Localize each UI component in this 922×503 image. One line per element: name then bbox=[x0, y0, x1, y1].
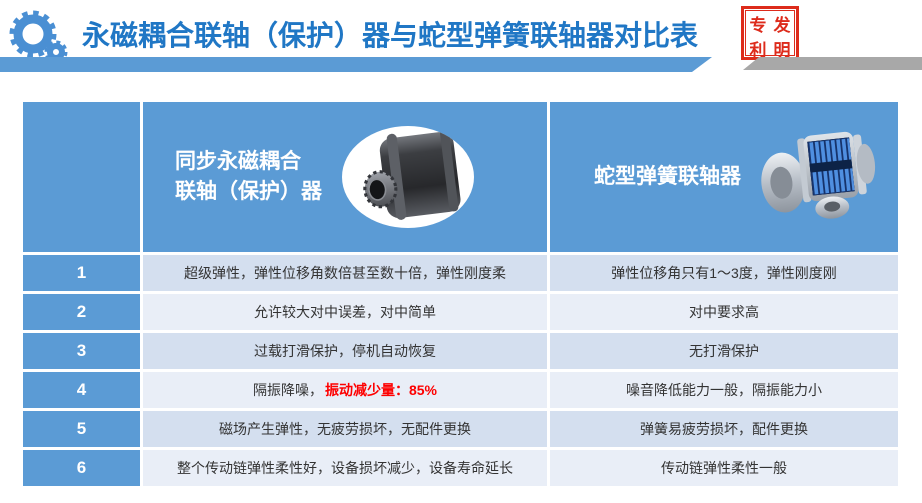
feature-cell-spring: 对中要求高 bbox=[550, 294, 898, 330]
table-row: 2 允许较大对中误差，对中简单 对中要求高 bbox=[23, 294, 898, 330]
feature-cell-magnetic: 允许较大对中误差，对中简单 bbox=[143, 294, 547, 330]
stamp-char: 明 bbox=[773, 41, 791, 60]
feature-cell-magnetic: 整个传动链弹性柔性好，设备损坏减少，设备寿命延长 bbox=[143, 450, 547, 486]
feature-cell-spring: 弹簧易疲劳损坏，配件更换 bbox=[550, 411, 898, 447]
feature-cell-magnetic: 隔振降噪， 振动减少量：85% bbox=[143, 372, 547, 408]
product-name-magnetic: 同步永磁耦合 联轴（保护）器 bbox=[175, 147, 322, 208]
feature-cell-spring: 噪音降低能力一般，隔振能力小 bbox=[550, 372, 898, 408]
title-underline-bar-gray bbox=[743, 57, 922, 70]
header-product-spring: 蛇型弹簧联轴器 bbox=[550, 102, 898, 252]
title-underline-bar bbox=[0, 57, 712, 72]
row-number: 6 bbox=[23, 450, 140, 486]
feature-cell-magnetic: 磁场产生弹性，无疲劳损坏，无配件更换 bbox=[143, 411, 547, 447]
table-header-row: 同步永磁耦合 联轴（保护）器 bbox=[23, 102, 898, 252]
header-product-magnetic: 同步永磁耦合 联轴（保护）器 bbox=[143, 102, 547, 252]
row-number: 3 bbox=[23, 333, 140, 369]
product-name-spring: 蛇型弹簧联轴器 bbox=[594, 164, 741, 188]
table-row: 4 隔振降噪， 振动减少量：85% 噪音降低能力一般，隔振能力小 bbox=[23, 372, 898, 408]
table-row: 3 过载打滑保护，停机自动恢复 无打滑保护 bbox=[23, 333, 898, 369]
feature-highlight-text: 振动减少量：85% bbox=[324, 382, 438, 398]
serpentine-coupling-photo bbox=[757, 129, 879, 225]
row-number: 4 bbox=[23, 372, 140, 408]
product-name-line: 联轴（保护）器 bbox=[175, 180, 322, 203]
feature-text: 隔振降噪， bbox=[252, 382, 323, 398]
feature-cell-spring: 无打滑保护 bbox=[550, 333, 898, 369]
table-row: 5 磁场产生弹性，无疲劳损坏，无配件更换 弹簧易疲劳损坏，配件更换 bbox=[23, 411, 898, 447]
row-number: 5 bbox=[23, 411, 140, 447]
feature-cell-spring: 弹性位移角只有1～3度，弹性刚度刚 bbox=[550, 255, 898, 291]
feature-cell-spring: 传动链弹性柔性一般 bbox=[550, 450, 898, 486]
stamp-char: 专 bbox=[749, 16, 767, 35]
patent-stamp-text: 专 发 利 明 bbox=[745, 10, 795, 60]
header-corner-cell bbox=[23, 102, 140, 252]
table-row: 1 超级弹性，弹性位移角数倍甚至数十倍，弹性刚度柔 弹性位移角只有1～3度，弹性… bbox=[23, 255, 898, 291]
patent-stamp: 专 发 利 明 bbox=[741, 6, 799, 60]
table-row: 6 整个传动链弹性柔性好，设备损坏减少，设备寿命延长 传动链弹性柔性一般 bbox=[23, 450, 898, 486]
page-title: 永磁耦合联轴（保护）器与蛇型弹簧联轴器对比表 bbox=[82, 20, 699, 51]
product-name-line: 同步永磁耦合 bbox=[175, 149, 301, 173]
row-number: 1 bbox=[23, 255, 140, 291]
magnetic-coupling-photo bbox=[342, 126, 474, 228]
stamp-char: 发 bbox=[773, 16, 791, 35]
feature-cell-magnetic: 过载打滑保护，停机自动恢复 bbox=[143, 333, 547, 369]
gears-icon bbox=[9, 10, 68, 64]
row-number: 2 bbox=[23, 294, 140, 330]
feature-cell-magnetic: 超级弹性，弹性位移角数倍甚至数十倍，弹性刚度柔 bbox=[143, 255, 547, 291]
comparison-table: 同步永磁耦合 联轴（保护）器 bbox=[23, 102, 898, 489]
stamp-char: 利 bbox=[749, 41, 767, 60]
